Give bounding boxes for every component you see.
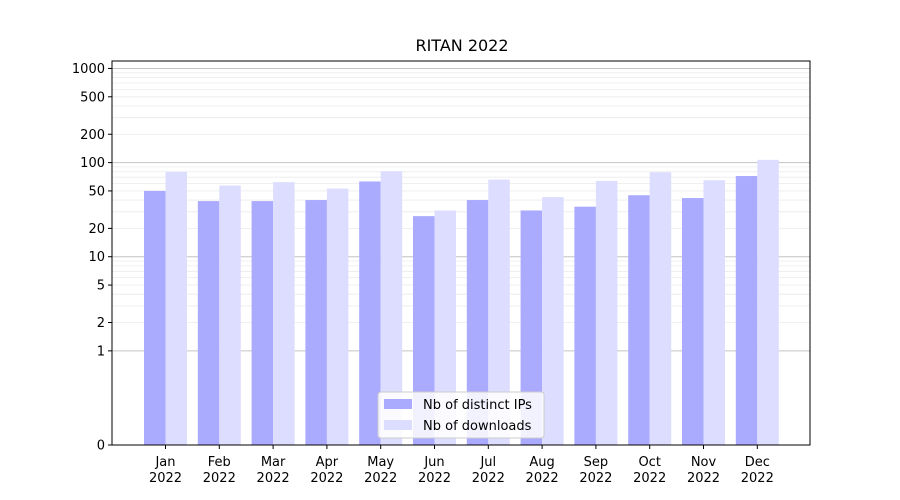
bar: [466, 200, 489, 445]
bar: [757, 159, 779, 446]
x-tick-label-line: Jun: [423, 455, 444, 470]
legend: Nb of distinct IPs Nb of downloads: [377, 391, 545, 439]
x-tick-label: Jun 2022: [418, 455, 451, 486]
x-tick-label-line: Feb: [208, 455, 231, 470]
bar: [197, 201, 220, 445]
y-axis: 0 1 2 5 10 20 50 100 200 500 1000: [72, 62, 112, 454]
x-tick-label: Sep 2022: [579, 455, 612, 486]
y-tick-label: 0: [97, 439, 105, 454]
x-tick-label-line: 2022: [310, 471, 343, 486]
bar: [574, 206, 596, 445]
bar: [326, 188, 349, 446]
bar: [251, 201, 274, 445]
bar: [165, 171, 187, 445]
bar: [273, 182, 295, 445]
bar: [542, 197, 564, 445]
x-tick-label: Jul 2022: [472, 455, 505, 486]
x-tick-label-line: May: [367, 455, 394, 470]
y-tick-label: 200: [80, 128, 105, 143]
legend-label: Nb of distinct IPs: [423, 398, 532, 413]
y-tick-label: 100: [80, 156, 105, 171]
y-tick-label: 10: [88, 250, 105, 265]
bar: [359, 181, 381, 445]
y-tick-label: 500: [80, 90, 105, 105]
bar: [595, 180, 618, 445]
chart-title: RITAN 2022: [415, 36, 508, 55]
bar: [488, 179, 510, 446]
y-tick-label: 2: [97, 316, 105, 331]
x-tick-label: Feb 2022: [203, 455, 236, 486]
x-tick-label-line: 2022: [687, 471, 720, 486]
x-tick-label-line: 2022: [633, 471, 666, 486]
bar: [380, 171, 403, 445]
bars: [144, 159, 779, 446]
x-tick-label-line: Oct: [638, 455, 660, 470]
legend-label: Nb of downloads: [423, 419, 532, 434]
legend-swatch: [384, 399, 412, 409]
x-tick-label: Apr 2022: [310, 455, 343, 486]
bar: [735, 176, 758, 445]
x-tick-label: Nov 2022: [687, 455, 720, 486]
bar: [520, 210, 543, 445]
bar: [305, 200, 327, 445]
x-tick-label-line: 2022: [203, 471, 236, 486]
y-tick-label: 1: [97, 344, 105, 359]
bar: [703, 180, 725, 445]
x-tick-label-line: Aug: [529, 455, 554, 470]
bar: [144, 190, 166, 445]
x-tick-label-line: Mar: [261, 455, 286, 470]
x-tick-label: Dec 2022: [741, 455, 774, 486]
bar: [413, 216, 435, 445]
bar: [682, 198, 704, 445]
x-tick-label-line: Jul: [479, 455, 496, 470]
y-tick-label: 5: [97, 279, 105, 294]
legend-swatch: [384, 420, 412, 430]
x-tick-label-line: 2022: [579, 471, 612, 486]
y-tick-label: 20: [88, 222, 105, 237]
x-tick-label: Aug 2022: [526, 455, 559, 486]
x-tick-label-line: Sep: [584, 455, 609, 470]
y-tick-label: 1000: [72, 62, 105, 77]
plot-frame: [111, 60, 811, 446]
bar: [434, 210, 456, 445]
x-tick-label-line: Jan: [154, 455, 175, 470]
x-tick-label-line: 2022: [472, 471, 505, 486]
x-tick-label: Jan 2022: [149, 455, 182, 486]
x-tick-label-line: 2022: [149, 471, 182, 486]
x-tick-label-line: Apr: [316, 455, 339, 470]
legend-box: [377, 391, 545, 439]
bar: [219, 185, 241, 446]
x-tick-label-line: Nov: [691, 455, 717, 470]
bar: [649, 172, 672, 445]
bar: [628, 195, 650, 445]
x-tick-label: May 2022: [364, 455, 397, 486]
x-tick-label-line: Dec: [745, 455, 770, 470]
x-tick-label-line: 2022: [257, 471, 290, 486]
x-tick-label: Oct 2022: [633, 455, 666, 486]
x-tick-label-line: 2022: [526, 471, 559, 486]
x-tick-label-line: 2022: [364, 471, 397, 486]
x-tick-label-line: 2022: [741, 471, 774, 486]
y-tick-label: 50: [88, 184, 105, 199]
x-tick-label-line: 2022: [418, 471, 451, 486]
x-tick-label: Mar 2022: [257, 455, 290, 486]
